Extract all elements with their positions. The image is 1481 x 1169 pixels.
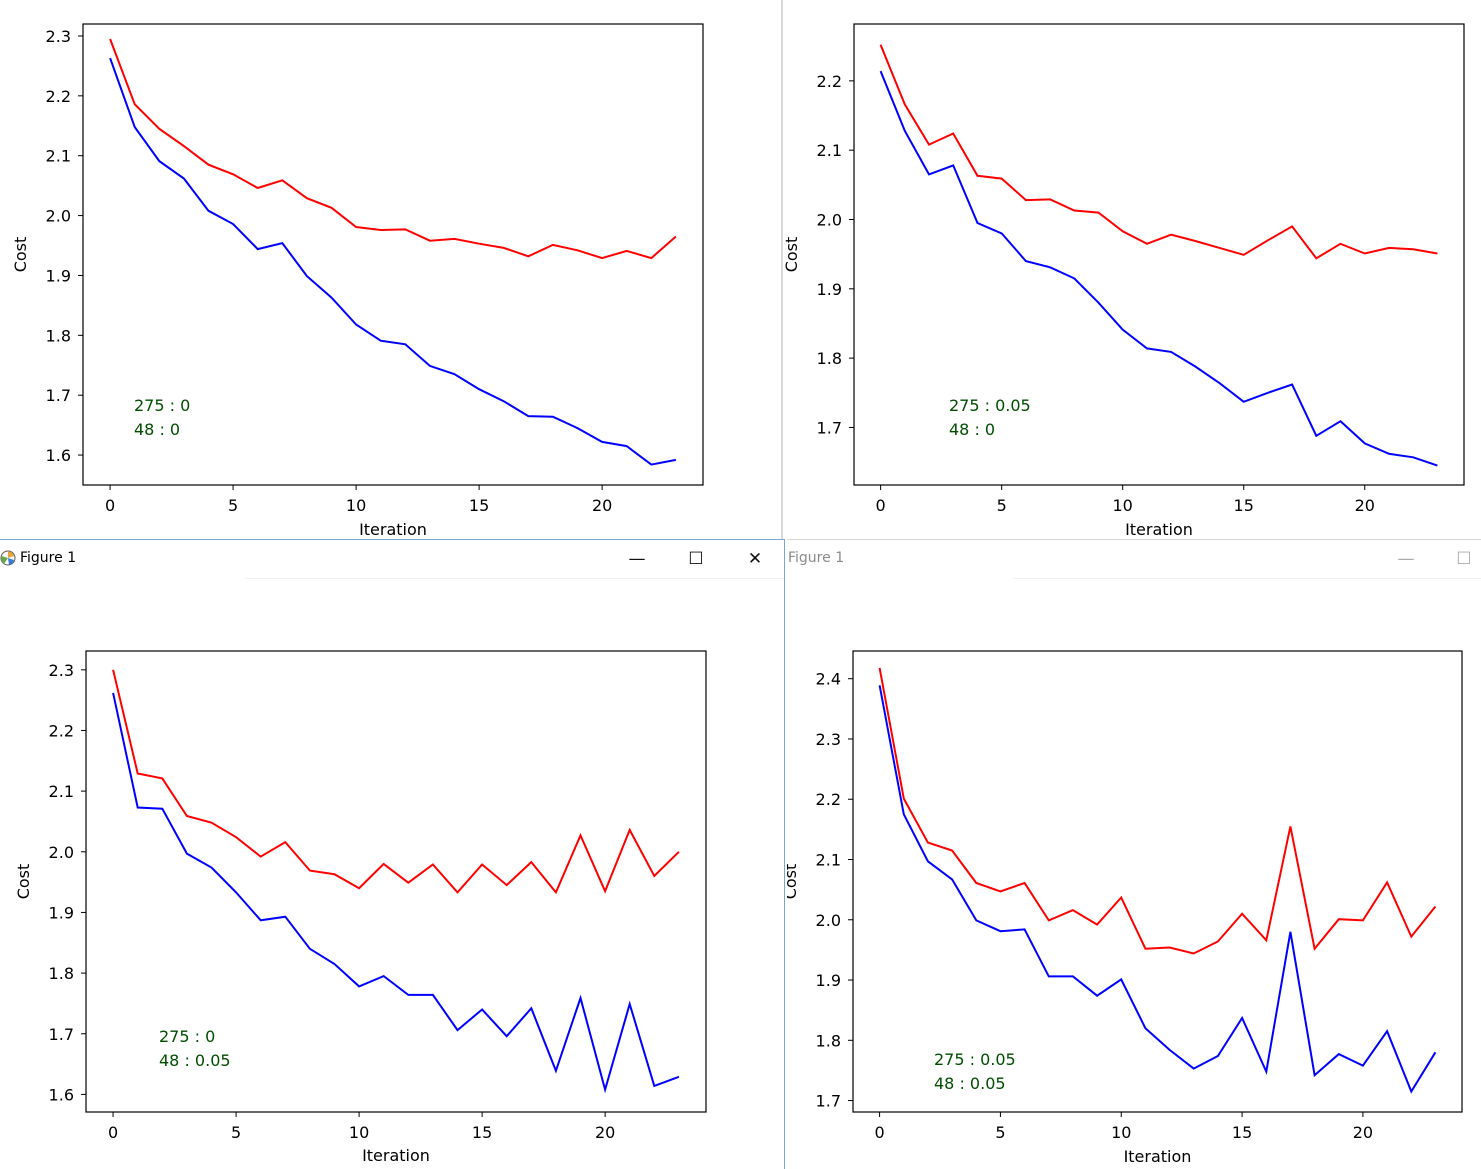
y-tick-label: 1.7 bbox=[49, 1025, 74, 1044]
x-tick-label: 15 bbox=[469, 496, 489, 515]
chart-bottom-left: 0 5 10 15 20 1.6 1.7 1.8 1.9 2.0 2.1 2.2 2.3 Iteratio… bbox=[14, 650, 707, 1165]
series-line-blue bbox=[879, 70, 1438, 467]
y-tick-label: 2.1 bbox=[46, 147, 71, 166]
x-tick-label: 5 bbox=[997, 496, 1007, 515]
x-tick-label: 15 bbox=[1232, 1123, 1252, 1142]
y-tick-label: 2.4 bbox=[816, 670, 841, 689]
plot-frame bbox=[852, 650, 1463, 1113]
y-axis-label: Cost bbox=[787, 864, 800, 900]
figure-window-bottom-right[interactable]: Figure 1 — ☐ 0 5 10 15 20 1.7 1.8 1.9 2.0 2.1 2.2 2… bbox=[787, 539, 1481, 1169]
x-tick-label: 20 bbox=[592, 496, 612, 515]
y-tick-label: 2.1 bbox=[817, 141, 842, 160]
chart-top-right: 0 5 10 15 20 1.7 1.8 1.9 2.0 2.1 2.2 Iteration Cost 2… bbox=[783, 23, 1465, 539]
y-tick-label: 2.2 bbox=[49, 721, 74, 740]
y-tick-label: 1.9 bbox=[817, 280, 842, 299]
plot-frame bbox=[85, 650, 707, 1113]
minimize-button[interactable]: — bbox=[1397, 549, 1415, 569]
x-tick-label: 5 bbox=[228, 496, 238, 515]
figure-panel-top-right: 0 5 10 15 20 1.7 1.8 1.9 2.0 2.1 2.2 Iteration Cost 2… bbox=[783, 0, 1481, 539]
x-axis-label: Iteration bbox=[359, 520, 427, 539]
y-axis-label: Cost bbox=[11, 237, 30, 273]
series-line-blue bbox=[112, 692, 680, 1094]
annotation-text: 48 : 0 bbox=[134, 420, 180, 439]
y-tick-label: 1.8 bbox=[816, 1031, 841, 1050]
x-tick-label: 0 bbox=[105, 496, 115, 515]
annotation-text: 275 : 0.05 bbox=[949, 396, 1031, 415]
window-title: Figure 1 bbox=[20, 550, 77, 566]
figure-panel-top-left: 0 5 10 15 20 1.6 1.7 1.8 1.9 2.0 2.1 2.2 2.3 Iteratio… bbox=[0, 0, 781, 539]
y-tick-label: 1.8 bbox=[817, 349, 842, 368]
x-tick-label: 15 bbox=[472, 1123, 492, 1142]
x-tick-label: 10 bbox=[1113, 496, 1133, 515]
x-tick-label: 0 bbox=[876, 496, 886, 515]
chart-top-left: 0 5 10 15 20 1.6 1.7 1.8 1.9 2.0 2.1 2.2 2.3 Iteratio… bbox=[11, 23, 704, 539]
y-tick-label: 2.1 bbox=[49, 782, 74, 801]
annotation-text: 48 : 0 bbox=[949, 420, 995, 439]
maximize-button[interactable]: ☐ bbox=[1456, 549, 1472, 569]
window-divider bbox=[781, 0, 783, 539]
y-tick-label: 1.9 bbox=[46, 266, 71, 285]
y-tick-label: 2.2 bbox=[46, 87, 71, 106]
plot-frame bbox=[853, 23, 1465, 486]
y-tick-label: 2.2 bbox=[817, 72, 842, 91]
maximize-button[interactable]: ☐ bbox=[688, 549, 704, 569]
y-axis-label: Cost bbox=[783, 237, 801, 273]
y-tick-label: 1.6 bbox=[49, 1085, 74, 1104]
x-axis-label: Iteration bbox=[362, 1146, 430, 1165]
x-tick-label: 20 bbox=[1355, 496, 1375, 515]
matplotlib-app-icon bbox=[0, 550, 16, 566]
y-tick-label: 1.8 bbox=[49, 964, 74, 983]
y-tick-label: 1.9 bbox=[49, 903, 74, 922]
annotation-text: 48 : 0.05 bbox=[934, 1074, 1006, 1093]
y-axis-label: Cost bbox=[14, 864, 33, 900]
annotation-text: 275 : 0.05 bbox=[934, 1050, 1016, 1069]
x-tick-label: 5 bbox=[995, 1123, 1005, 1142]
annotation-text: 275 : 0 bbox=[134, 396, 190, 415]
series-line-blue bbox=[109, 57, 677, 466]
series-line-red bbox=[109, 38, 677, 260]
y-tick-label: 2.3 bbox=[816, 730, 841, 749]
annotation-text: 48 : 0.05 bbox=[159, 1051, 231, 1070]
y-tick-label: 2.2 bbox=[816, 790, 841, 809]
y-tick-label: 1.7 bbox=[46, 386, 71, 405]
x-tick-label: 20 bbox=[595, 1123, 615, 1142]
close-button[interactable]: ✕ bbox=[747, 549, 763, 569]
x-axis-label: Iteration bbox=[1125, 520, 1193, 539]
series-line-red bbox=[878, 667, 1437, 955]
x-tick-label: 15 bbox=[1234, 496, 1254, 515]
y-tick-label: 2.1 bbox=[816, 851, 841, 870]
y-tick-label: 1.8 bbox=[46, 326, 71, 345]
minimize-button[interactable]: — bbox=[628, 549, 646, 569]
x-tick-label: 0 bbox=[108, 1123, 118, 1142]
y-tick-label: 2.0 bbox=[817, 210, 842, 229]
chart-bottom-right: 0 5 10 15 20 1.7 1.8 1.9 2.0 2.1 2.2 2.3 2.4 Iteratio… bbox=[787, 650, 1463, 1166]
x-tick-label: 10 bbox=[349, 1123, 369, 1142]
y-tick-label: 1.9 bbox=[816, 971, 841, 990]
window-titlebar[interactable]: Figure 1 — ☐ ✕ bbox=[0, 540, 784, 578]
y-tick-label: 2.0 bbox=[49, 843, 74, 862]
plot-frame bbox=[82, 23, 704, 486]
y-tick-label: 1.6 bbox=[46, 446, 71, 465]
x-axis-label: Iteration bbox=[1124, 1147, 1192, 1166]
y-tick-label: 1.7 bbox=[816, 1092, 841, 1111]
y-tick-label: 2.0 bbox=[46, 207, 71, 226]
figure-window-bottom-left[interactable]: Figure 1 — ☐ ✕ 0 5 10 15 20 1.6 1.7 1.8 1.9 2.0 2.… bbox=[0, 539, 785, 1169]
titlebar-divider bbox=[1013, 578, 1481, 579]
x-tick-label: 0 bbox=[874, 1123, 884, 1142]
y-tick-label: 2.3 bbox=[46, 27, 71, 46]
series-line-red bbox=[879, 44, 1438, 260]
annotation-text: 275 : 0 bbox=[159, 1027, 215, 1046]
titlebar-divider bbox=[245, 578, 784, 579]
y-tick-label: 1.7 bbox=[817, 418, 842, 437]
window-titlebar[interactable]: Figure 1 — ☐ bbox=[787, 540, 1481, 578]
y-tick-label: 2.0 bbox=[816, 911, 841, 930]
x-tick-label: 10 bbox=[1111, 1123, 1131, 1142]
window-title: Figure 1 bbox=[788, 550, 845, 566]
series-line-red bbox=[112, 669, 680, 895]
x-tick-label: 20 bbox=[1353, 1123, 1373, 1142]
x-tick-label: 10 bbox=[346, 496, 366, 515]
x-tick-label: 5 bbox=[231, 1123, 241, 1142]
y-tick-label: 2.3 bbox=[49, 661, 74, 680]
series-line-blue bbox=[878, 685, 1437, 1094]
